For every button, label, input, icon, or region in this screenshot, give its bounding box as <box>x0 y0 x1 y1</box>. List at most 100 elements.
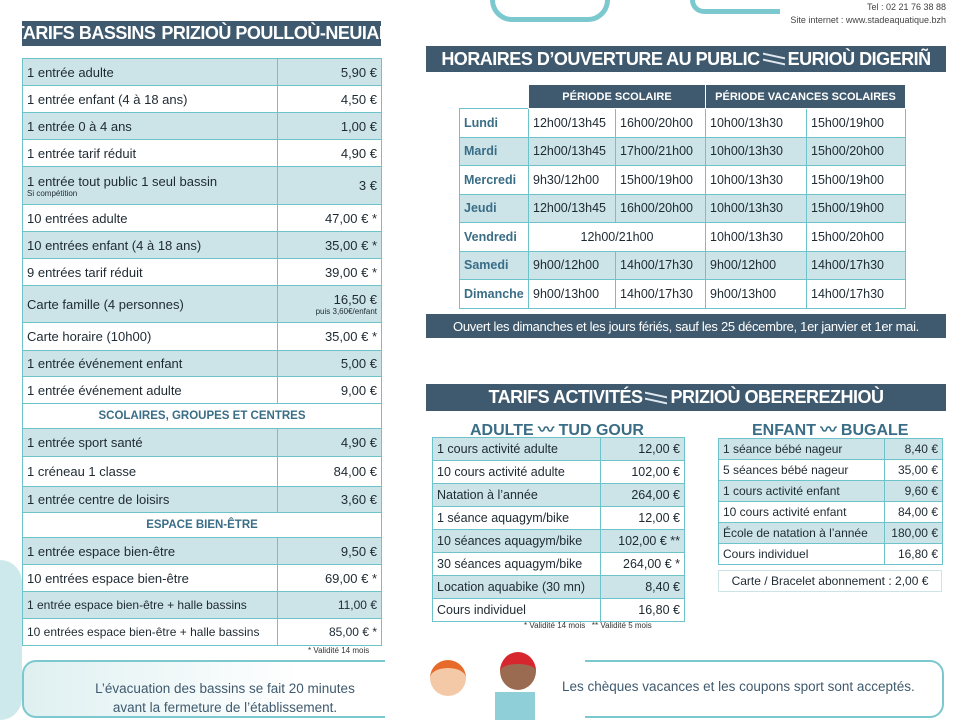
price-text: 39,00 € * <box>324 264 377 280</box>
price-text: 5,90 € <box>340 64 377 80</box>
price-text: 35,00 € * <box>324 237 377 253</box>
price-row: 10 entrées espace bien-être 69,00 € * <box>22 564 382 592</box>
label-text: 10 entrées espace bien-être + halle bass… <box>27 625 260 639</box>
row-label: 1 entrée enfant (4 à 18 ans) <box>22 85 278 113</box>
price-text: 35,00 € <box>897 463 938 477</box>
wave-icon <box>645 391 668 404</box>
time-slot: 15h00/20h00 <box>806 136 906 166</box>
row-price: 8,40 € <box>884 438 943 460</box>
row-label: Location aquabike (30 mn) <box>432 575 601 599</box>
label-text: Cours individuel <box>723 547 809 561</box>
price-text: 84,00 € <box>333 464 377 479</box>
label-text: 10 entrées adulte <box>27 210 128 226</box>
contact-site: Site internet : www.stadeaquatique.bzh <box>790 15 946 25</box>
row-label: Carte famille (4 personnes) <box>22 285 278 323</box>
row-price: 69,00 € * <box>277 564 382 592</box>
price-row: Carte famille (4 personnes) 16,50 € puis 3… <box>22 285 382 323</box>
price-text: 102,00 € <box>631 465 680 479</box>
row-price: 84,00 € <box>884 501 943 523</box>
price-text: 102,00 € ** <box>618 534 680 548</box>
price-row: 1 entrée tarif réduit 4,90 € <box>22 139 382 167</box>
row-price: 102,00 € <box>600 460 685 484</box>
label-text: Carte famille (4 personnes) <box>27 296 184 312</box>
row-label: École de natation à l’année <box>718 522 885 544</box>
price-row: 10 séances aquagym/bike 102,00 € ** <box>432 529 685 553</box>
price-row: Natation à l’année 264,00 € <box>432 483 685 507</box>
label-text: 1 séance bébé nageur <box>723 442 843 456</box>
logo-arc <box>690 0 780 14</box>
row-price: 9,60 € <box>884 480 943 502</box>
bassins-footnote: * Validité 14 mois <box>308 646 370 655</box>
price-row: 1 cours activité adulte 12,00 € <box>432 437 685 461</box>
row-label: 10 cours activité enfant <box>718 501 885 523</box>
section-header: ESPACE BIEN-ÊTRE <box>22 512 382 538</box>
row-price: 5,00 € <box>277 350 382 377</box>
price-row: 9 entrées tarif réduit 39,00 € * <box>22 258 382 286</box>
price-row: 10 entrées enfant (4 à 18 ans) 35,00 € * <box>22 231 382 259</box>
title-br: PRIZIOÙ OBEREREZHIOÙ <box>670 387 884 407</box>
adult-subtitle: ADULTE 〰 TUD GOUR <box>470 416 644 440</box>
price-row: 1 entrée enfant (4 à 18 ans) 4,50 € <box>22 85 382 113</box>
decorative-circle <box>0 560 22 720</box>
day-name: Mardi <box>459 136 529 166</box>
row-price: 180,00 € <box>884 522 943 544</box>
row-price: 264,00 € <box>600 483 685 507</box>
row-price: 8,40 € <box>600 575 685 599</box>
title-fr: TARIFS BASSINS <box>13 23 156 43</box>
price-row: 1 entrée tout public 1 seul bassin Si com… <box>22 166 382 205</box>
time-slot: 12h00/21h00 <box>528 222 706 252</box>
price-row: 1 entrée espace bien-être 9,50 € <box>22 537 382 565</box>
row-price: 9,00 € <box>277 376 382 404</box>
day-row: Dimanche 9h00/13h00 14h00/17h30 9h00/13h00 1… <box>459 279 906 309</box>
label-text: École de natation à l’année <box>723 526 868 540</box>
price-text: 8,40 € <box>645 580 680 594</box>
price-text: 3,60 € <box>340 492 377 507</box>
row-price: 11,00 € <box>277 591 382 619</box>
row-label: 1 entrée 0 à 4 ans <box>22 112 278 140</box>
label-text: 30 séances aquagym/bike <box>437 557 583 571</box>
price-text: 180,00 € <box>891 526 938 540</box>
row-price: 16,50 € puis 3,60€/enfant <box>277 285 382 323</box>
kids-illustration <box>385 650 585 720</box>
row-price: 12,00 € <box>600 506 685 530</box>
bassins-table: 1 entrée adulte 5,90 € 1 entrée enfant (4 … <box>22 58 382 646</box>
time-slot: 12h00/13h45 <box>528 108 616 138</box>
price-text: 35,00 € * <box>324 329 377 344</box>
kid-swim-cap <box>500 652 536 690</box>
row-price: 16,80 € <box>600 598 685 622</box>
label-text: 10 cours activité adulte <box>437 465 565 479</box>
time-slot: 10h00/13h30 <box>705 136 807 166</box>
day-row: Mercredi 9h30/12h00 15h00/19h00 10h00/13h30… <box>459 165 906 195</box>
time-slot: 9h00/13h00 <box>528 279 616 309</box>
price-text: 264,00 € <box>631 488 680 502</box>
subtitle-br: BUGALE <box>840 422 909 439</box>
day-row: Jeudi 12h00/13h45 16h00/20h00 10h00/13h30 15… <box>459 193 906 223</box>
header-spacer <box>459 84 529 109</box>
price-row: 1 entrée espace bien-être + halle bassin… <box>22 591 382 619</box>
price-row: 30 séances aquagym/bike 264,00 € * <box>432 552 685 576</box>
price-row: Location aquabike (30 mn) 8,40 € <box>432 575 685 599</box>
title-br: PRIZIOÙ POULLOÙ-NEUIAL <box>161 23 390 43</box>
row-label: 1 entrée tarif réduit <box>22 139 278 167</box>
price-row: 1 séance aquagym/bike 12,00 € <box>432 506 685 530</box>
row-label: 1 entrée sport santé <box>22 428 278 457</box>
label-text: 10 entrées espace bien-être <box>27 570 189 586</box>
row-label: 10 cours activité adulte <box>432 460 601 484</box>
header-row: PÉRIODE SCOLAIRE PÉRIODE VACANCES SCOLAIR… <box>459 84 906 109</box>
price-text: 16,50 € <box>333 292 377 307</box>
price-text: 3 € <box>358 178 377 193</box>
time-slot: 10h00/13h30 <box>705 108 807 138</box>
row-price: 35,00 € * <box>277 322 382 351</box>
price-note: puis 3,60€/enfant <box>315 307 377 316</box>
row-label: 1 entrée tout public 1 seul bassin Si com… <box>22 166 278 205</box>
price-row: 1 cours activité enfant 9,60 € <box>718 480 943 502</box>
price-row: 1 créneau 1 classe 84,00 € <box>22 456 382 487</box>
time-slot: 15h00/19h00 <box>806 193 906 223</box>
label-text: 1 cours activité adulte <box>437 442 558 456</box>
price-text: 69,00 € * <box>324 570 377 586</box>
price-row: 1 entrée centre de loisirs 3,60 € <box>22 486 382 513</box>
time-slot: 9h00/12h00 <box>528 250 616 280</box>
row-label: Cours individuel <box>432 598 601 622</box>
time-slot: 10h00/13h30 <box>705 222 807 252</box>
price-text: 12,00 € <box>638 511 680 525</box>
